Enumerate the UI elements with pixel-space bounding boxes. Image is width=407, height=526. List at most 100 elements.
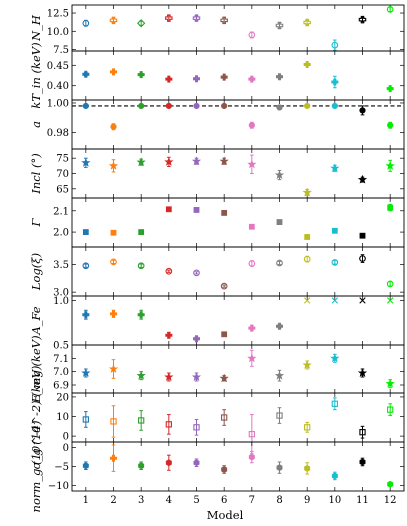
data-point-afe-2	[110, 310, 117, 318]
data-point-nh-11	[358, 15, 367, 24]
x-tick-label: 11	[356, 495, 369, 506]
panel-a: a 0.98 1.00	[29, 98, 405, 150]
y-axis-label-norm: norm_g (10^-4)	[29, 421, 43, 513]
data-point-gamma-1	[82, 229, 89, 235]
y-tick-label-incl: 75	[56, 154, 69, 165]
y-axis-label-gamma: Γ	[29, 217, 43, 227]
data-point-gamma-7	[248, 223, 255, 230]
data-point-incl-7	[247, 159, 257, 169]
data-point-afe-10	[331, 297, 339, 304]
data-point-sigma-4	[165, 421, 172, 428]
data-point-afe-7	[248, 324, 256, 332]
data-point-kt-10	[331, 78, 339, 86]
data-point-afe-6	[221, 331, 228, 338]
y-tick-label-norm: 0	[63, 443, 69, 454]
data-point-logxi-4	[165, 267, 173, 275]
x-tick-label: 4	[166, 495, 172, 506]
data-point-eng-10	[330, 353, 340, 363]
data-point-nh-5	[192, 14, 201, 22]
data-point-sigma-10	[331, 400, 338, 407]
x-tick-label: 2	[110, 495, 116, 506]
data-point-eng-1	[81, 368, 91, 377]
data-point-a-7	[248, 122, 255, 129]
y-tick-label-afe: 1.0	[53, 296, 69, 307]
data-point-incl-2	[108, 160, 119, 170]
y-tick-label-logxi: 3.0	[53, 288, 69, 299]
data-point-nh-7	[248, 31, 256, 39]
data-point-norm-7	[248, 453, 255, 461]
data-point-gamma-8	[276, 219, 283, 225]
y-tick-label-gamma: 2.1	[53, 206, 69, 217]
data-point-gamma-5	[193, 207, 200, 213]
data-point-incl-8	[274, 170, 285, 179]
panel-frame-kt	[71, 50, 405, 101]
y-tick-label-eng: 7.1	[53, 354, 69, 365]
y-tick-label-incl: 70	[56, 169, 69, 180]
panel-norm: norm_g (10^-4) −10 −5 0	[29, 421, 405, 513]
panel-incl: Incl (°) 65 70 75	[29, 148, 405, 199]
data-point-logxi-10	[331, 259, 339, 266]
y-axis-label-afe: A_Fe	[29, 306, 43, 335]
panel-eng: E_mg (keV) 6.9 7.0 7.1	[29, 335, 405, 404]
data-point-a-9	[304, 102, 311, 110]
data-point-afe-11	[359, 297, 366, 304]
data-point-nh-8	[275, 21, 284, 30]
x-tick-label: 7	[249, 495, 255, 506]
data-point-incl-6	[219, 156, 229, 166]
x-tick-label: 6	[221, 495, 227, 506]
data-point-nh-1	[82, 19, 90, 27]
data-point-sigma-8	[276, 412, 283, 419]
data-point-logxi-5	[193, 269, 200, 277]
y-tick-label-logxi: 3.5	[53, 260, 69, 271]
x-tick-label: 3	[138, 495, 144, 506]
y-tick-label-afe: 0.5	[53, 341, 69, 352]
data-point-nh-3	[136, 19, 146, 28]
data-point-gamma-4	[165, 206, 172, 213]
y-axis-label-incl: Incl (°)	[29, 153, 43, 194]
y-tick-label-sigma: 20	[56, 392, 69, 403]
panel-frame-nh	[71, 4, 405, 52]
y-tick-label-nh: 7.5	[53, 45, 69, 56]
x-tick-label: 12	[384, 495, 397, 506]
y-axis-label-eng: E_mg (keV)	[29, 335, 43, 403]
data-point-a-8	[276, 104, 283, 111]
data-point-sigma-5	[193, 424, 200, 431]
data-point-norm-2	[110, 454, 117, 462]
data-point-incl-1	[81, 157, 91, 167]
y-tick-label-a: 1.00	[47, 98, 69, 109]
x-tick-label: 8	[276, 495, 282, 506]
data-point-a-11	[359, 107, 366, 114]
data-point-norm-12	[387, 480, 394, 488]
y-tick-label-eng: 6.9	[53, 381, 69, 392]
y-axis-label-a: a	[29, 121, 43, 128]
data-point-incl-12	[385, 160, 395, 170]
data-point-gamma-2	[110, 229, 117, 236]
y-axis-label-nh: N_H	[29, 14, 43, 42]
data-point-incl-4	[164, 157, 174, 166]
data-point-eng-2	[108, 364, 119, 373]
x-tick-label: 9	[304, 495, 310, 506]
y-tick-label-incl: 65	[56, 184, 69, 195]
data-point-eng-8	[274, 370, 285, 380]
data-point-nh-12	[386, 6, 394, 13]
panel-afe: A_Fe 0.5 1.0	[29, 295, 405, 352]
y-axis-label-kt: kT_in (keV)	[29, 42, 43, 108]
data-point-afe-12	[386, 297, 394, 304]
data-point-a-12	[387, 122, 394, 129]
y-tick-label-kt: 0.45	[47, 61, 69, 72]
data-point-logxi-11	[359, 255, 366, 262]
data-point-logxi-12	[386, 280, 394, 288]
x-tick-label: 1	[83, 495, 89, 506]
data-point-kt-12	[386, 85, 394, 93]
data-point-norm-10	[331, 472, 338, 480]
y-tick-label-norm: −5	[54, 462, 69, 473]
panels-group: N_H 7.5 10.0 12.5 kT_in (keV) 0.40 0.45 a 0.98 1.…	[29, 4, 405, 513]
panel-gamma: Γ 2.0 2.1	[29, 197, 405, 248]
data-point-sigma-12	[387, 406, 394, 413]
data-point-kt-4	[165, 75, 173, 83]
data-point-eng-9	[302, 360, 312, 369]
data-point-logxi-2	[110, 258, 117, 266]
data-point-incl-5	[191, 156, 202, 166]
data-point-a-6	[221, 102, 228, 110]
